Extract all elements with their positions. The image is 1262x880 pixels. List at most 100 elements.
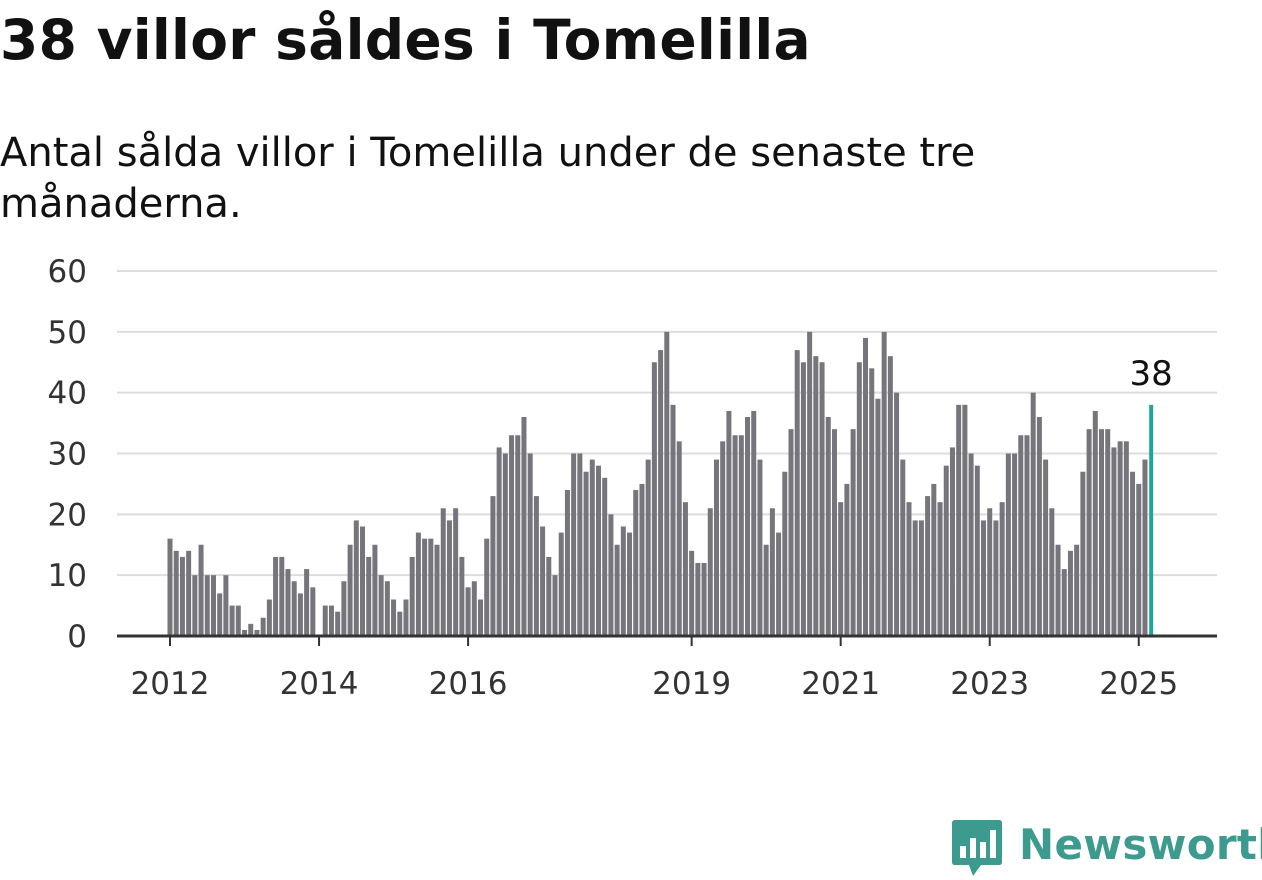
newsworthy-logo-icon	[952, 820, 1002, 876]
bar	[391, 599, 397, 636]
bar	[403, 599, 409, 636]
bar-highlight	[1149, 404, 1154, 636]
bar	[887, 356, 893, 636]
bar	[167, 538, 173, 636]
bar	[297, 593, 303, 636]
bar	[627, 532, 633, 636]
bar	[1043, 459, 1049, 636]
chart-title: 38 villor såldes i Tomelilla	[0, 8, 811, 72]
bar	[726, 410, 732, 636]
bar	[552, 575, 558, 636]
bar	[1024, 435, 1030, 636]
bar	[875, 398, 881, 636]
bar	[1136, 483, 1142, 636]
bar	[620, 526, 626, 636]
bar	[515, 435, 521, 636]
bar	[633, 490, 639, 636]
bar	[918, 520, 924, 636]
bar	[1099, 429, 1104, 636]
bar	[707, 508, 713, 636]
bar	[291, 581, 297, 636]
bar	[564, 490, 570, 636]
bar	[869, 368, 875, 636]
bar	[422, 538, 428, 636]
bar	[440, 508, 446, 636]
bar	[173, 550, 179, 636]
bar	[229, 605, 235, 636]
bar	[1061, 569, 1067, 636]
bar	[490, 496, 496, 636]
bar	[782, 471, 788, 636]
bar	[670, 404, 676, 636]
bar	[210, 575, 216, 636]
bar	[763, 544, 769, 636]
bar	[1080, 471, 1086, 636]
bar	[925, 496, 931, 636]
bar	[366, 556, 372, 636]
bar	[428, 538, 434, 636]
bar	[285, 569, 291, 636]
bar	[186, 550, 192, 636]
bar	[502, 453, 508, 636]
bar	[223, 575, 229, 636]
bar	[1142, 459, 1148, 636]
bar	[446, 520, 452, 636]
chart-subtitle: Antal sålda villor i Tomelilla under de …	[0, 130, 976, 227]
x-axis-tick-labels: 2012 2014 2016 2019 2021 2023 2025	[131, 636, 1178, 702]
bar	[856, 362, 862, 636]
bar	[571, 453, 577, 636]
bar	[639, 483, 645, 636]
bar	[732, 435, 738, 636]
bar	[509, 435, 515, 636]
bar	[540, 526, 546, 636]
bar	[478, 599, 483, 636]
bar	[533, 496, 539, 636]
bar	[1074, 544, 1080, 636]
bar	[825, 417, 831, 636]
bar	[813, 356, 819, 636]
bar	[496, 447, 502, 636]
bar	[453, 508, 459, 636]
bar	[204, 575, 210, 636]
bar	[1105, 429, 1111, 636]
bar	[465, 587, 471, 636]
bar	[689, 550, 695, 636]
bar	[527, 453, 533, 636]
bar	[1086, 429, 1092, 636]
bar	[987, 508, 993, 636]
x-tick-label: 2025	[1099, 666, 1178, 702]
bar	[807, 331, 813, 636]
newsworthy-brand: Newsworthy	[951, 818, 1262, 880]
bar	[713, 459, 719, 636]
bar	[577, 453, 583, 636]
bar	[788, 429, 794, 636]
bar	[949, 447, 955, 636]
bar	[769, 508, 775, 636]
bar	[881, 331, 887, 636]
brand-name: Newsworthy	[1019, 820, 1262, 869]
bar	[459, 556, 465, 636]
bar	[242, 629, 248, 636]
bar	[378, 575, 384, 636]
bar	[266, 599, 272, 636]
bar	[757, 459, 763, 636]
bar	[931, 483, 937, 636]
bar	[838, 502, 844, 636]
bar	[235, 605, 241, 636]
y-axis-tick-labels: 0 10 20 30 40 50 60	[48, 254, 87, 655]
bar	[701, 563, 707, 636]
y-tick-label: 60	[48, 254, 87, 290]
bar	[273, 556, 279, 636]
bar	[993, 520, 999, 636]
bar	[1130, 471, 1136, 636]
bar	[335, 611, 341, 636]
bar	[745, 417, 751, 636]
bar	[583, 471, 589, 636]
bar	[558, 532, 564, 636]
bar	[819, 362, 825, 636]
bar	[776, 532, 782, 636]
x-tick-label: 2019	[652, 666, 731, 702]
bar	[384, 581, 390, 636]
bar	[968, 453, 974, 636]
